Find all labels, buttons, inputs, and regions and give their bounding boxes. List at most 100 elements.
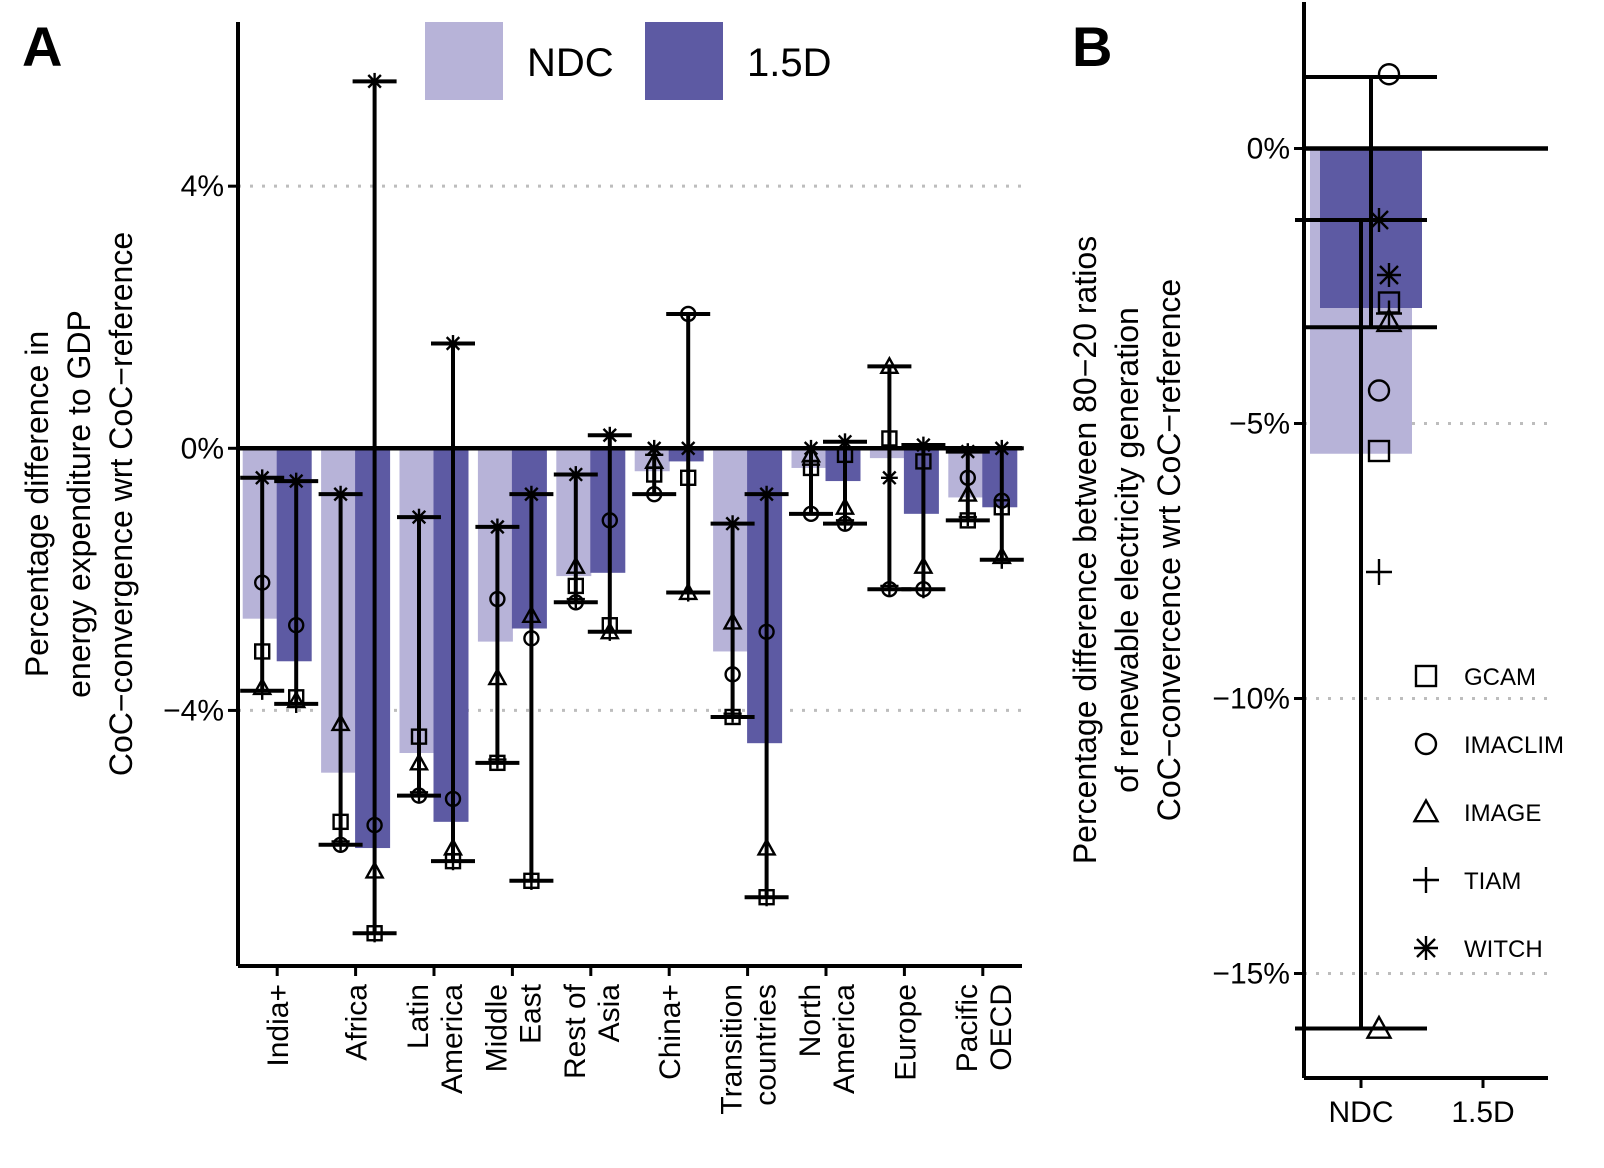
point-witch: [366, 72, 383, 90]
triangle-mark: [408, 752, 430, 771]
point-tiam: [835, 511, 855, 530]
point-imaclim: [601, 512, 618, 529]
point-image: [756, 837, 777, 856]
point-imaclim: [993, 492, 1010, 509]
panel-a-label: A: [22, 15, 62, 78]
point-tiam: [992, 550, 1011, 569]
triangle-mark: [957, 483, 978, 502]
panel-a-chart: 4%0%−4%India+ Africa Latin America Middle Eas…: [19, 22, 1024, 1115]
point-image: [879, 355, 900, 375]
circle-mark: [802, 505, 820, 523]
panel-b-label: B: [1072, 15, 1112, 78]
point-witch: [802, 439, 820, 457]
point-tiam: [488, 750, 507, 769]
square-mark: [881, 430, 898, 447]
square-mark: [993, 499, 1010, 516]
point-image: [521, 604, 542, 624]
circle-mark: [366, 816, 383, 834]
point-tiam: [566, 589, 585, 609]
point-tiam: [880, 576, 899, 596]
ast-d2: [445, 336, 461, 351]
point-witch: [679, 439, 697, 457]
point-witch: [836, 433, 854, 451]
point-imaclim: [366, 816, 383, 834]
point-tiam: [1376, 300, 1402, 327]
point-tiam: [723, 704, 742, 723]
ast-d2: [916, 437, 931, 453]
point-witch: [567, 466, 585, 483]
x-tick-label: North: [794, 984, 827, 1057]
point-witch: [410, 508, 428, 526]
point-tiam: [600, 622, 619, 641]
x-tick-label: Africa: [341, 984, 374, 1061]
circle-mark: [1377, 63, 1401, 86]
square-mark: [410, 728, 428, 745]
x-tick-label: Transition: [716, 984, 749, 1115]
x-tick-label: countries: [750, 984, 783, 1106]
circle-mark: [724, 666, 741, 683]
x-tick-label: Europe: [889, 984, 922, 1081]
point-image: [364, 860, 385, 879]
point-tiam: [801, 455, 821, 474]
legend-witch-icon: [1414, 936, 1438, 960]
legend-tiam-icon: [1413, 867, 1439, 893]
point-image: [330, 713, 351, 732]
triangle-mark: [879, 355, 900, 375]
point-image: [957, 483, 978, 502]
triangle-mark: [644, 450, 665, 470]
triangle-mark: [487, 667, 508, 686]
point-image: [1365, 1014, 1393, 1039]
point-tiam: [757, 888, 776, 907]
square-mark: [1367, 439, 1391, 463]
point-image: [565, 555, 586, 574]
triangle-mark: [756, 837, 777, 856]
ast-d2: [255, 470, 270, 485]
triangle-mark: [1375, 307, 1403, 333]
point-witch: [287, 472, 305, 490]
x-tick-label: Rest of: [559, 983, 592, 1079]
point-tiam: [958, 508, 977, 527]
point-witch: [489, 518, 506, 536]
triangle-mark: [722, 611, 743, 630]
point-tiam: [409, 783, 429, 802]
legend-1-5d-label: 1.5D: [747, 41, 832, 85]
circle-mark: [523, 630, 540, 647]
square-mark: [915, 453, 932, 470]
triangle-mark: [565, 555, 586, 574]
y-axis-title-line: energy expenditure to GDP: [61, 310, 97, 698]
point-gcam: [680, 469, 697, 486]
square-mark: [680, 469, 697, 486]
point-image: [644, 450, 665, 470]
point-imaclim: [1367, 379, 1391, 402]
circle-mark: [680, 305, 697, 323]
ast-d2: [994, 441, 1009, 456]
circle-mark: [254, 574, 271, 591]
point-gcam: [410, 728, 428, 745]
x-tick-label: India+: [262, 984, 295, 1067]
point-imaclim: [680, 305, 697, 323]
circle-mark: [993, 492, 1010, 509]
point-tiam: [253, 681, 272, 700]
x-tick-label: Latin: [402, 984, 435, 1049]
point-witch: [523, 485, 540, 503]
point-witch: [959, 443, 977, 460]
square-mark: [332, 813, 349, 831]
point-imaclim: [646, 485, 663, 503]
legend-gcam-icon: [1414, 664, 1438, 688]
point-witch: [444, 335, 462, 352]
point-imaclim: [288, 617, 305, 634]
ast-d2: [490, 519, 505, 535]
ast-d2: [960, 444, 975, 459]
point-tiam: [679, 583, 698, 602]
ast-d2: [725, 516, 740, 531]
ast-d2: [1416, 938, 1436, 958]
point-gcam: [915, 453, 932, 470]
ast-d2: [333, 487, 348, 502]
ast-d2: [289, 473, 304, 489]
point-gcam: [1367, 439, 1391, 463]
point-witch: [993, 439, 1011, 457]
legend-image-label: IMAGE: [1464, 800, 1541, 827]
y-tick-label: −4%: [163, 694, 224, 727]
point-imaclim: [758, 623, 775, 640]
y-tick-label: 4%: [181, 170, 224, 203]
